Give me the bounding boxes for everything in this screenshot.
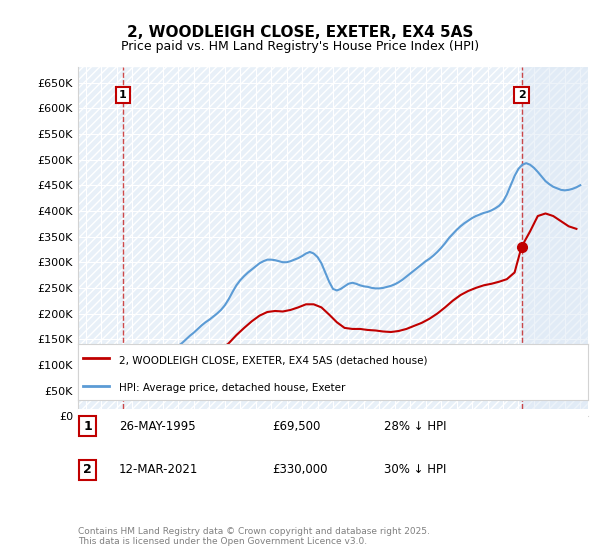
Text: 26-MAY-1995: 26-MAY-1995 [119,419,196,432]
Text: Price paid vs. HM Land Registry's House Price Index (HPI): Price paid vs. HM Land Registry's House … [121,40,479,53]
Text: 2, WOODLEIGH CLOSE, EXETER, EX4 5AS (detached house): 2, WOODLEIGH CLOSE, EXETER, EX4 5AS (det… [119,355,427,365]
Text: £69,500: £69,500 [272,419,320,432]
Text: £330,000: £330,000 [272,464,328,477]
Text: 2: 2 [518,90,526,100]
Text: 2, WOODLEIGH CLOSE, EXETER, EX4 5AS: 2, WOODLEIGH CLOSE, EXETER, EX4 5AS [127,25,473,40]
Text: 1: 1 [119,90,127,100]
Text: 28% ↓ HPI: 28% ↓ HPI [384,419,446,432]
Text: 1: 1 [83,419,92,432]
Text: 2: 2 [83,464,92,477]
Text: Contains HM Land Registry data © Crown copyright and database right 2025.
This d: Contains HM Land Registry data © Crown c… [78,526,430,546]
Text: 30% ↓ HPI: 30% ↓ HPI [384,464,446,477]
Bar [521,67,588,416]
Text: 12-MAR-2021: 12-MAR-2021 [119,464,198,477]
Text: HPI: Average price, detached house, Exeter: HPI: Average price, detached house, Exet… [119,383,345,393]
